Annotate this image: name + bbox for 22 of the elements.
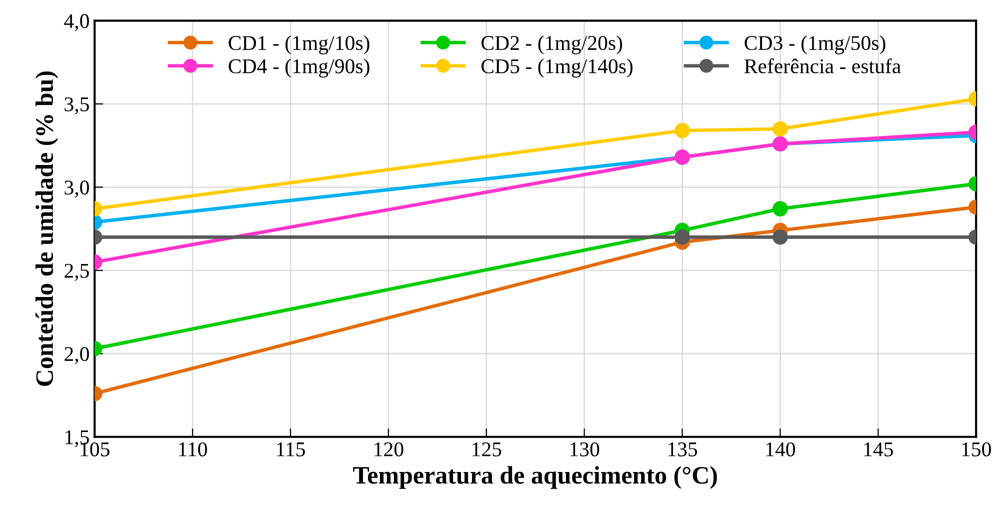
y-tick-label: 3,5 — [64, 97, 89, 114]
x-tick-label: 110 — [179, 442, 207, 456]
y-tick-label: 2,5 — [64, 264, 89, 281]
x-tick-label: 145 — [864, 442, 893, 456]
y-tick-label: 3,0 — [64, 180, 89, 198]
y-axis-title: Conteúdo de umidade (% bu) — [35, 72, 58, 386]
x-tick-label: 115 — [277, 442, 305, 456]
legend-label: CD4 - (1mg/90s) — [228, 58, 370, 78]
legend-label: CD2 - (1mg/20s) — [482, 35, 622, 54]
x-tick-label: 125 — [472, 442, 502, 456]
x-tick-label: 135 — [668, 442, 698, 456]
x-tick-label: 120 — [374, 442, 404, 456]
x-axis-title: Temperatura de aquecimento (°C) — [353, 466, 717, 489]
x-tick-label: 150 — [962, 442, 991, 456]
legend-label: CD1 - (1mg/10s) — [228, 35, 370, 54]
y-tick-label: 4,0 — [64, 14, 89, 32]
legend-label: Referência - estufa — [744, 58, 901, 74]
x-tick-label: 130 — [570, 442, 600, 456]
x-tick-label: 140 — [766, 442, 796, 456]
legend-label: CD5 - (1mg/140s) — [482, 58, 633, 78]
y-tick-label: 2,0 — [64, 347, 89, 364]
legend-label: CD3 - (1mg/50s) — [744, 35, 886, 54]
